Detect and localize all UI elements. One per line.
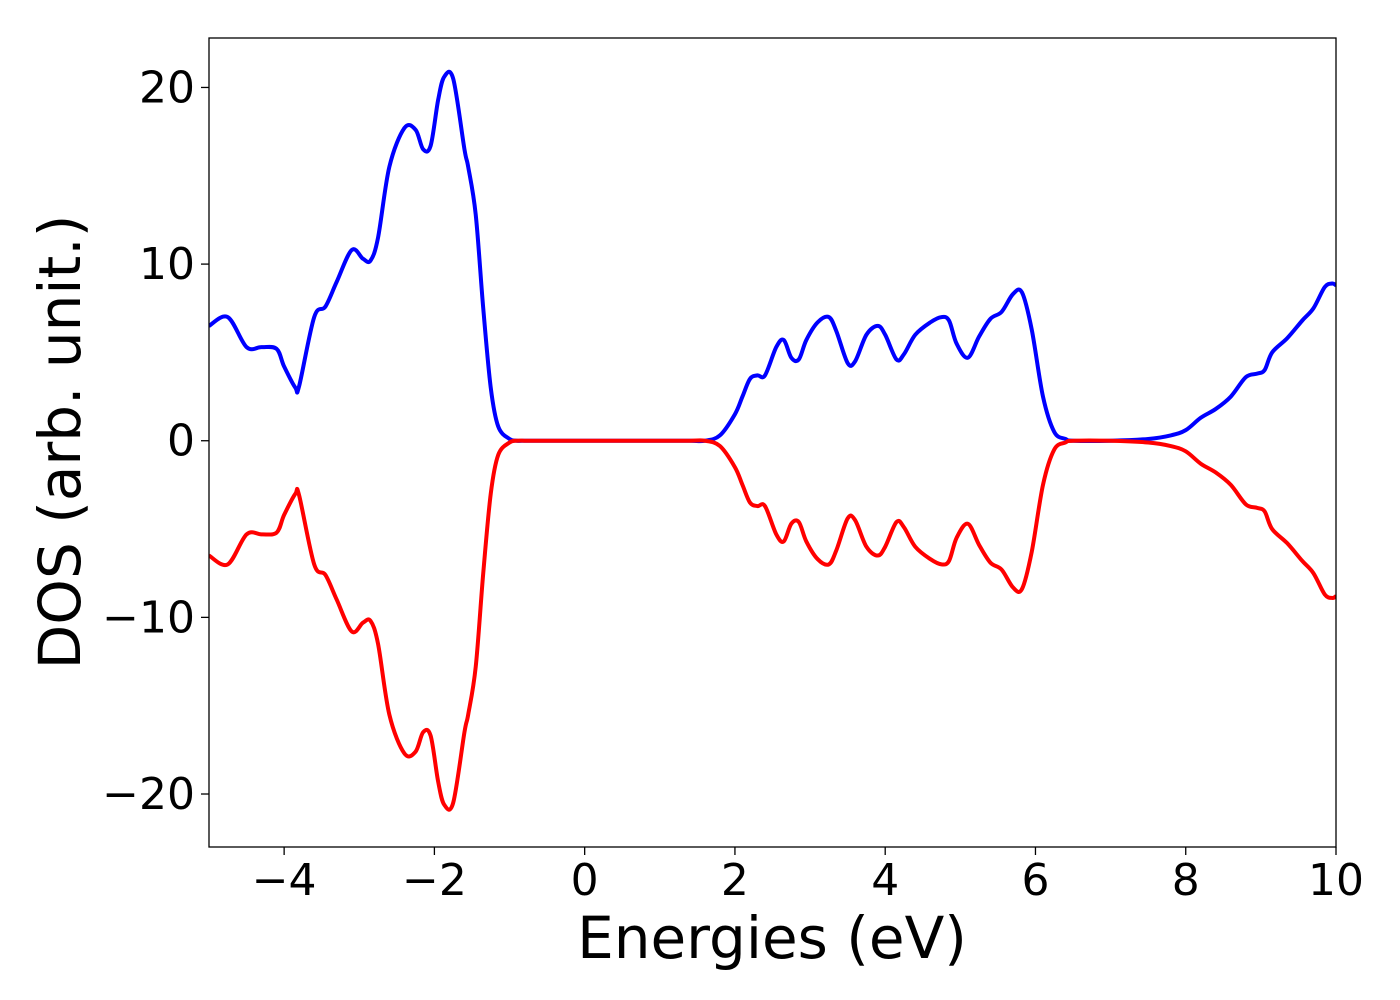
y-axis: −20 −10 0 10 20 [102,62,209,820]
x-tick-label: −2 [402,855,467,906]
x-axis-label: Energies (eV) [577,904,967,972]
x-tick-label: 2 [721,855,749,906]
series-layer [209,69,1336,812]
x-tick-label: 6 [1021,855,1049,906]
y-tick-label: −20 [102,769,195,820]
x-tick-label: 10 [1308,855,1364,906]
y-tick-label: −10 [102,592,195,643]
x-tick-label: 0 [571,855,599,906]
y-tick-label: 10 [139,239,195,290]
x-tick-label: 8 [1172,855,1200,906]
y-axis-label: DOS (arb. unit.) [26,215,94,670]
x-axis: −4 −2 0 2 4 6 8 10 [252,847,1364,906]
y-tick-label: 20 [139,62,195,113]
plot-frame [208,37,1337,848]
x-tick-label: −4 [252,855,317,906]
series-line-2 [209,438,1336,812]
x-tick-label: 4 [871,855,899,906]
y-tick-label: 0 [167,416,195,467]
